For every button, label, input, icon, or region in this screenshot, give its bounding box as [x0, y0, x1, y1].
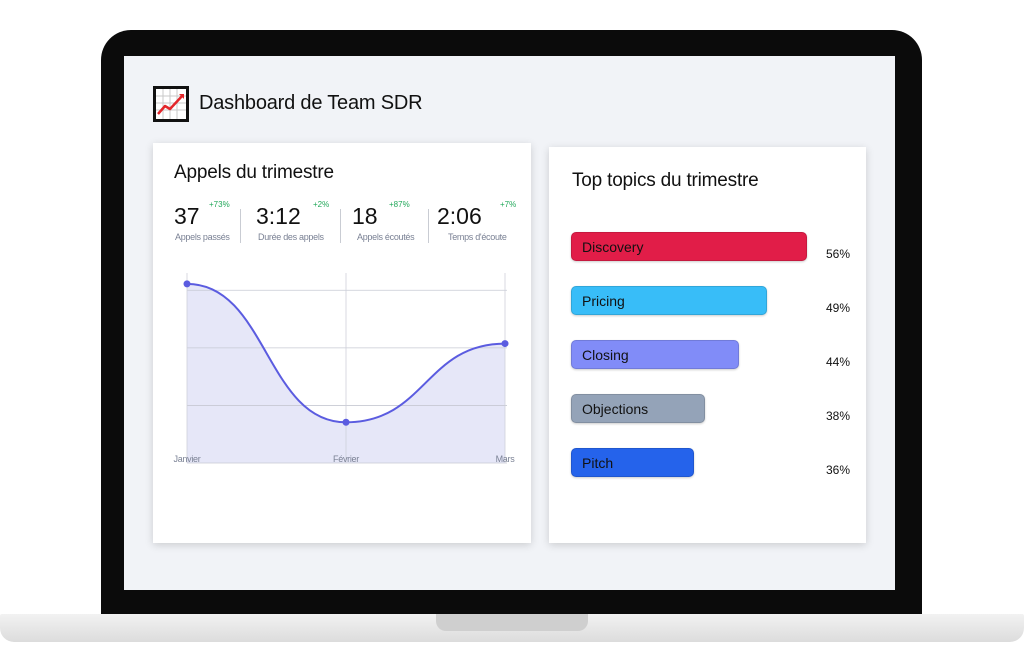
x-tick-label: Mars	[496, 454, 516, 464]
topics-card: Top topics du trimestre Discovery 56% Pric…	[549, 147, 866, 543]
kpi-separator	[428, 209, 429, 243]
kpi-calls-made: 37 +73% Appels passés	[174, 199, 254, 245]
data-point	[342, 418, 350, 426]
kpi-listening-time: 2:06 +7% Temps d'écoute	[437, 199, 527, 245]
topic-label: Discovery	[582, 239, 644, 255]
topic-label: Objections	[582, 401, 649, 417]
kpi-value: 18	[352, 203, 378, 229]
kpi-separator	[340, 209, 341, 243]
area-fill	[187, 283, 505, 463]
x-tick-label: Février	[333, 454, 359, 464]
topic-label: Closing	[582, 347, 629, 363]
topic-percentage: 38%	[826, 409, 851, 423]
kpi-calls-listened: 18 +87% Appels écoutés	[352, 199, 432, 245]
topic-percentage: 56%	[826, 247, 851, 261]
kpi-value: 3:12	[256, 203, 301, 229]
kpi-call-duration: 3:12 +2% Durée des appels	[256, 199, 336, 245]
kpi-delta: +2%	[313, 200, 330, 209]
data-point	[183, 280, 191, 288]
topic-percentage: 49%	[826, 301, 851, 315]
kpi-value: 2:06	[437, 203, 482, 229]
topics-card-title: Top topics du trimestre	[572, 170, 759, 191]
calls-card-title: Appels du trimestre	[174, 162, 334, 183]
kpi-separator	[240, 209, 241, 243]
topic-bar-pitch: Pitch	[571, 448, 694, 477]
laptop-base-notch	[436, 614, 588, 631]
app-title: Dashboard de Team SDR	[199, 92, 423, 114]
line-chart-icon	[153, 86, 189, 122]
kpi-delta: +73%	[209, 200, 230, 209]
kpi-label: Appels écoutés	[357, 232, 415, 242]
calls-area-chart: Janvier Février Mars	[174, 273, 516, 464]
kpi-label: Temps d'écoute	[448, 232, 507, 242]
topic-percentage: 44%	[826, 355, 851, 369]
kpi-label: Appels passés	[175, 232, 230, 242]
topic-bar-closing: Closing	[571, 340, 740, 369]
kpi-label: Durée des appels	[258, 232, 324, 242]
topic-bar-objections: Objections	[571, 394, 706, 423]
topic-percentage: 36%	[826, 463, 851, 477]
kpi-value: 37	[174, 203, 200, 229]
topic-label: Pitch	[582, 455, 614, 471]
kpi-delta: +87%	[389, 200, 410, 209]
data-point	[501, 340, 509, 348]
topic-bar-discovery: Discovery	[571, 232, 807, 261]
x-tick-label: Janvier	[174, 454, 201, 464]
topic-label: Pricing	[582, 293, 625, 309]
calls-card: Appels du trimestre 37 +73% Appels passé…	[153, 143, 531, 543]
kpi-delta: +7%	[500, 200, 517, 209]
topic-bar-pricing: Pricing	[571, 286, 768, 315]
